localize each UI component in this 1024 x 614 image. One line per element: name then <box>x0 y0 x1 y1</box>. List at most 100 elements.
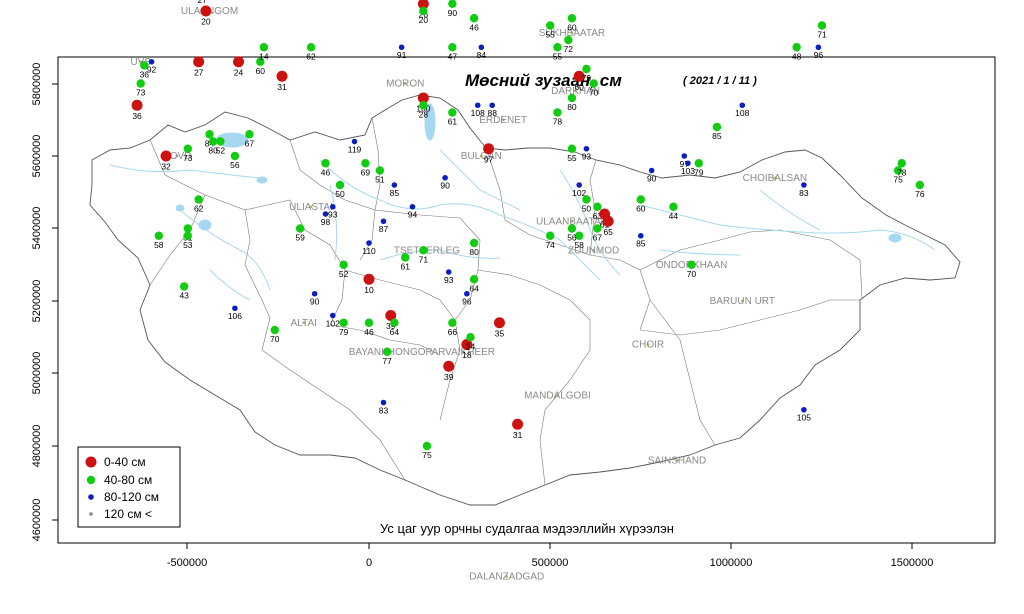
station-point <box>553 108 562 117</box>
station-value: 96 <box>814 50 824 60</box>
station-value: 50 <box>335 189 345 199</box>
station-value: 102 <box>326 318 340 328</box>
station-point <box>694 159 703 168</box>
station-value: 61 <box>448 117 458 127</box>
city-label: ARVAIKHEER <box>431 347 495 358</box>
station-point <box>256 57 265 66</box>
station-point <box>815 44 822 51</box>
water-features <box>109 103 936 301</box>
station-value: 24 <box>466 341 476 351</box>
station-value: 59 <box>295 233 305 243</box>
city-label: ERDENET <box>479 115 527 126</box>
y-tick-label: 5600000 <box>31 135 43 178</box>
station-value: 52 <box>339 269 349 279</box>
station-value: 28 <box>419 109 429 119</box>
city-label: CHOIR <box>632 340 664 351</box>
station-value: 91 <box>397 50 407 60</box>
station-point <box>270 325 279 335</box>
station-point <box>567 224 577 233</box>
station-value: 88 <box>487 108 497 118</box>
station-point <box>512 418 524 430</box>
station-point <box>194 195 203 204</box>
city-marker <box>556 393 559 397</box>
khovsgol-lake <box>424 103 436 141</box>
station-point <box>339 318 348 327</box>
station-point <box>179 282 189 291</box>
station-value: 62 <box>194 204 204 214</box>
station-value: 36 <box>140 70 150 80</box>
station-value: 76 <box>915 189 925 199</box>
station-value: 56 <box>230 160 240 170</box>
station-value: 52 <box>216 146 226 156</box>
station-point <box>469 14 479 23</box>
station-value: 93 <box>444 275 454 285</box>
station-value: 55 <box>567 153 577 163</box>
source-caption: Ус цаг уур орчны судалгаа мэдээллийн хүр… <box>380 521 674 536</box>
legend-label: 40-80 см <box>104 473 152 487</box>
station-value: 70 <box>687 269 697 279</box>
station-value: 60 <box>256 66 266 76</box>
station-point <box>183 144 192 153</box>
city-label: UVS <box>130 57 151 68</box>
city-marker <box>302 321 306 325</box>
city-label: ULIASTAI <box>289 202 333 213</box>
station-value: 27 <box>194 67 204 77</box>
city-label: BULGAN <box>461 151 502 162</box>
x-axis: -500000 0 500000 1000000 1500000 <box>167 543 934 569</box>
station-point <box>739 102 746 109</box>
achit-lake <box>175 204 185 212</box>
station-point <box>366 240 372 246</box>
station-value: 39 <box>444 372 454 382</box>
station-value: 79 <box>339 327 349 337</box>
station-point <box>363 273 375 285</box>
station-point <box>546 21 555 30</box>
station-value: 84 <box>477 50 487 60</box>
legend-label: 0-40 см <box>104 455 146 469</box>
map-date: ( 2021 / 1 / 11 ) <box>683 75 757 87</box>
station-point <box>483 143 495 155</box>
station-point <box>183 224 192 233</box>
station-value: 67 <box>593 233 603 243</box>
station-value: 79 <box>582 73 592 83</box>
station-value: 97 <box>680 159 690 169</box>
station-point <box>493 317 505 329</box>
station-point <box>474 102 481 109</box>
city-label: SAINSHAND <box>648 456 706 467</box>
station-value: 69 <box>361 167 371 177</box>
station-value: 60 <box>636 204 646 214</box>
station-value: 61 <box>401 262 411 272</box>
station-point <box>183 231 192 240</box>
station-point <box>391 182 398 188</box>
station-point <box>602 215 614 227</box>
city-label: SUKHBAATAR <box>539 28 605 39</box>
station-point <box>329 203 336 210</box>
station-point <box>339 260 348 269</box>
station-value: 110 <box>362 246 376 256</box>
station-point <box>638 232 644 239</box>
station-value: 75 <box>893 175 903 185</box>
station-point <box>422 441 432 451</box>
city-label: CHOIBALSAN <box>743 173 807 184</box>
station-value: 46 <box>321 167 331 177</box>
country-outline <box>89 94 961 506</box>
station-point <box>817 21 827 30</box>
station-value: 20 <box>419 15 429 25</box>
station-value: 102 <box>572 188 586 198</box>
station-value: 98 <box>321 217 331 227</box>
station-point <box>230 151 240 161</box>
station-point <box>636 195 645 204</box>
station-value: 50 <box>582 204 592 214</box>
station-point <box>148 58 155 65</box>
station-point <box>295 224 305 233</box>
station-value: 10 <box>364 285 374 295</box>
x-tick-label: 1500000 <box>891 557 934 569</box>
station-value: 77 <box>382 356 392 366</box>
station-point <box>589 79 598 88</box>
city-marker <box>570 31 574 35</box>
station-value: 27 <box>198 0 208 5</box>
station-point <box>448 43 457 52</box>
station-point <box>140 61 149 70</box>
station-point <box>574 231 584 240</box>
y-tick-label: 5800000 <box>31 63 43 106</box>
station-point <box>464 290 470 297</box>
